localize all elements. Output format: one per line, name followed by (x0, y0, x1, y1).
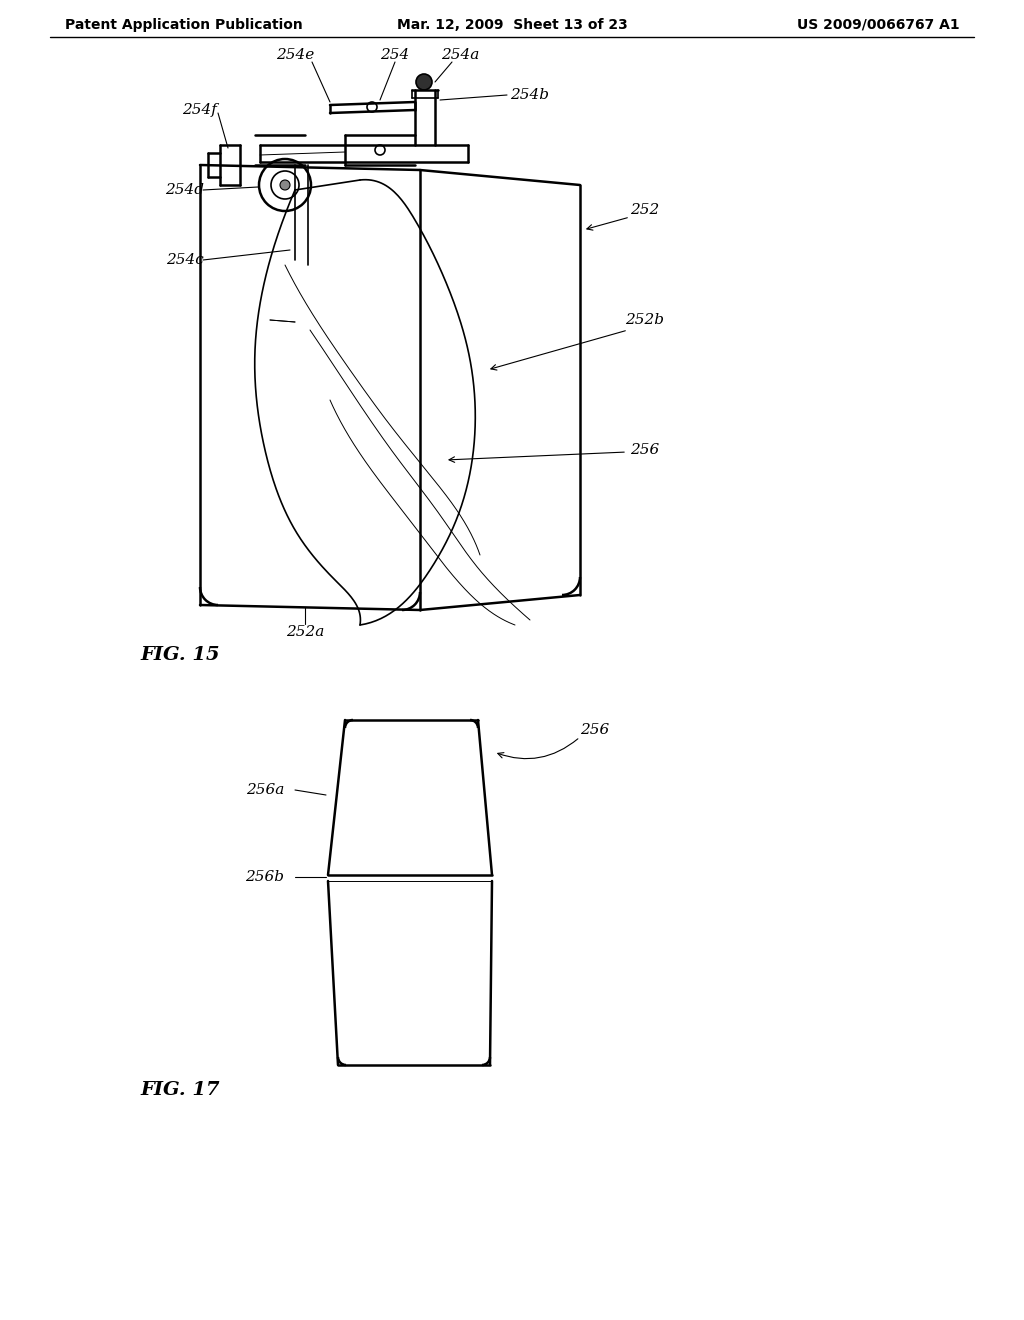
Text: FIG. 17: FIG. 17 (140, 1081, 219, 1100)
Text: 256: 256 (581, 723, 609, 737)
Text: 254b: 254b (511, 88, 550, 102)
Text: 252: 252 (631, 203, 659, 216)
Text: Mar. 12, 2009  Sheet 13 of 23: Mar. 12, 2009 Sheet 13 of 23 (396, 18, 628, 32)
Text: 252b: 252b (626, 313, 665, 327)
Circle shape (280, 180, 290, 190)
Text: 256: 256 (631, 444, 659, 457)
Text: 252a: 252a (286, 624, 325, 639)
Text: 254a: 254a (440, 48, 479, 62)
Text: 256a: 256a (246, 783, 285, 797)
Text: 254d: 254d (166, 183, 205, 197)
Text: 254e: 254e (275, 48, 314, 62)
Text: US 2009/0066767 A1: US 2009/0066767 A1 (798, 18, 961, 32)
Text: 254c: 254c (166, 253, 204, 267)
Text: 254f: 254f (182, 103, 217, 117)
Text: 254: 254 (380, 48, 410, 62)
Text: FIG. 15: FIG. 15 (140, 645, 219, 664)
Text: 256b: 256b (246, 870, 285, 884)
Text: Patent Application Publication: Patent Application Publication (65, 18, 303, 32)
Circle shape (416, 74, 432, 90)
